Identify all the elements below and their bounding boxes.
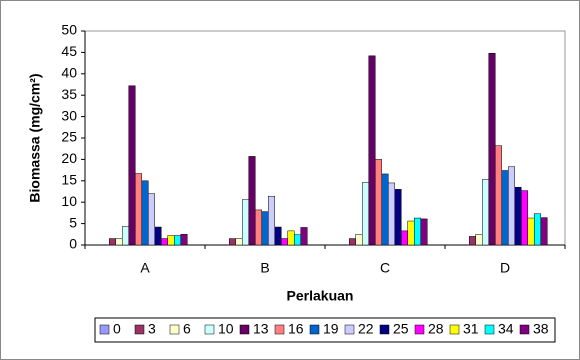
bar — [300, 227, 308, 246]
legend-swatch — [134, 324, 145, 335]
legend-label: 6 — [183, 321, 191, 337]
legend-label: 10 — [218, 321, 234, 337]
bar — [381, 173, 389, 246]
bar — [349, 238, 356, 246]
bar — [514, 186, 522, 246]
legend-label: 19 — [323, 321, 339, 337]
bar — [540, 217, 548, 246]
bar — [375, 159, 382, 246]
legend-swatch — [99, 324, 110, 335]
legend-label: 25 — [393, 321, 409, 337]
bar — [482, 179, 489, 246]
bar — [235, 238, 243, 246]
bar — [475, 234, 483, 246]
bar — [407, 220, 415, 246]
bar — [501, 170, 509, 246]
bar — [401, 230, 408, 246]
bar — [255, 209, 262, 246]
legend-swatch — [274, 324, 285, 335]
legend-label: 22 — [358, 321, 374, 337]
y-tick-label: 35 — [61, 86, 77, 102]
legend-label: 3 — [148, 321, 156, 337]
bar — [248, 156, 256, 246]
bar — [229, 238, 236, 246]
x-axis-label: Perlakuan — [287, 288, 354, 304]
bar — [167, 235, 175, 246]
y-tick-label: 40 — [61, 65, 77, 81]
y-tick-label: 10 — [61, 193, 77, 209]
bar — [368, 55, 376, 246]
bar — [268, 195, 275, 246]
bar — [242, 199, 249, 246]
legend-swatch — [169, 324, 180, 335]
bar — [534, 213, 541, 246]
bar — [287, 230, 295, 246]
bar — [521, 190, 528, 246]
legend-swatch — [309, 324, 320, 335]
bar — [180, 234, 188, 246]
bar — [128, 85, 136, 246]
x-tick-label: B — [260, 260, 269, 276]
bar — [148, 193, 155, 246]
legend-label: 28 — [428, 321, 444, 337]
bar — [261, 211, 269, 246]
bar — [141, 180, 149, 246]
y-tick-label: 20 — [61, 150, 77, 166]
y-tick-label: 45 — [61, 43, 77, 59]
bar — [488, 53, 496, 246]
bar — [122, 226, 129, 246]
bar — [161, 238, 168, 246]
bar — [420, 218, 428, 246]
bar — [294, 234, 301, 246]
y-tick-label: 50 — [61, 22, 77, 38]
x-tick-label: A — [140, 260, 150, 276]
x-tick-label: C — [380, 260, 390, 276]
bar — [115, 238, 123, 246]
y-axis-label: Biomassa (mg/cm²) — [27, 73, 43, 202]
y-tick-label: 5 — [69, 214, 77, 230]
bar — [281, 238, 288, 246]
bar — [355, 234, 363, 246]
legend-swatch — [414, 324, 425, 335]
legend-swatch — [484, 324, 495, 335]
y-tick-label: 15 — [61, 172, 77, 188]
legend-label: 38 — [533, 321, 549, 337]
x-tick-label: D — [500, 260, 510, 276]
legend-swatch — [204, 324, 215, 335]
y-tick-label: 25 — [61, 129, 77, 145]
bar — [388, 182, 395, 246]
bar — [394, 189, 402, 246]
legend-label: 13 — [253, 321, 269, 337]
legend-swatch — [344, 324, 355, 335]
bar — [469, 236, 476, 246]
bar — [508, 166, 515, 246]
bar — [362, 182, 369, 246]
bar — [527, 217, 535, 246]
legend-label: 34 — [498, 321, 514, 337]
bar — [154, 226, 162, 246]
legend-swatch — [449, 324, 460, 335]
legend-label: 0 — [113, 321, 121, 337]
legend-swatch — [379, 324, 390, 335]
bar — [174, 235, 181, 246]
bar — [109, 238, 116, 246]
y-tick-label: 30 — [61, 107, 77, 123]
legend-label: 31 — [463, 321, 479, 337]
y-tick-label: 0 — [69, 236, 77, 252]
bar — [414, 217, 421, 246]
bar — [274, 226, 282, 246]
bar — [495, 145, 502, 246]
legend-swatch — [239, 324, 250, 335]
bar — [135, 173, 142, 246]
legend-swatch — [519, 324, 530, 335]
legend-label: 16 — [288, 321, 304, 337]
